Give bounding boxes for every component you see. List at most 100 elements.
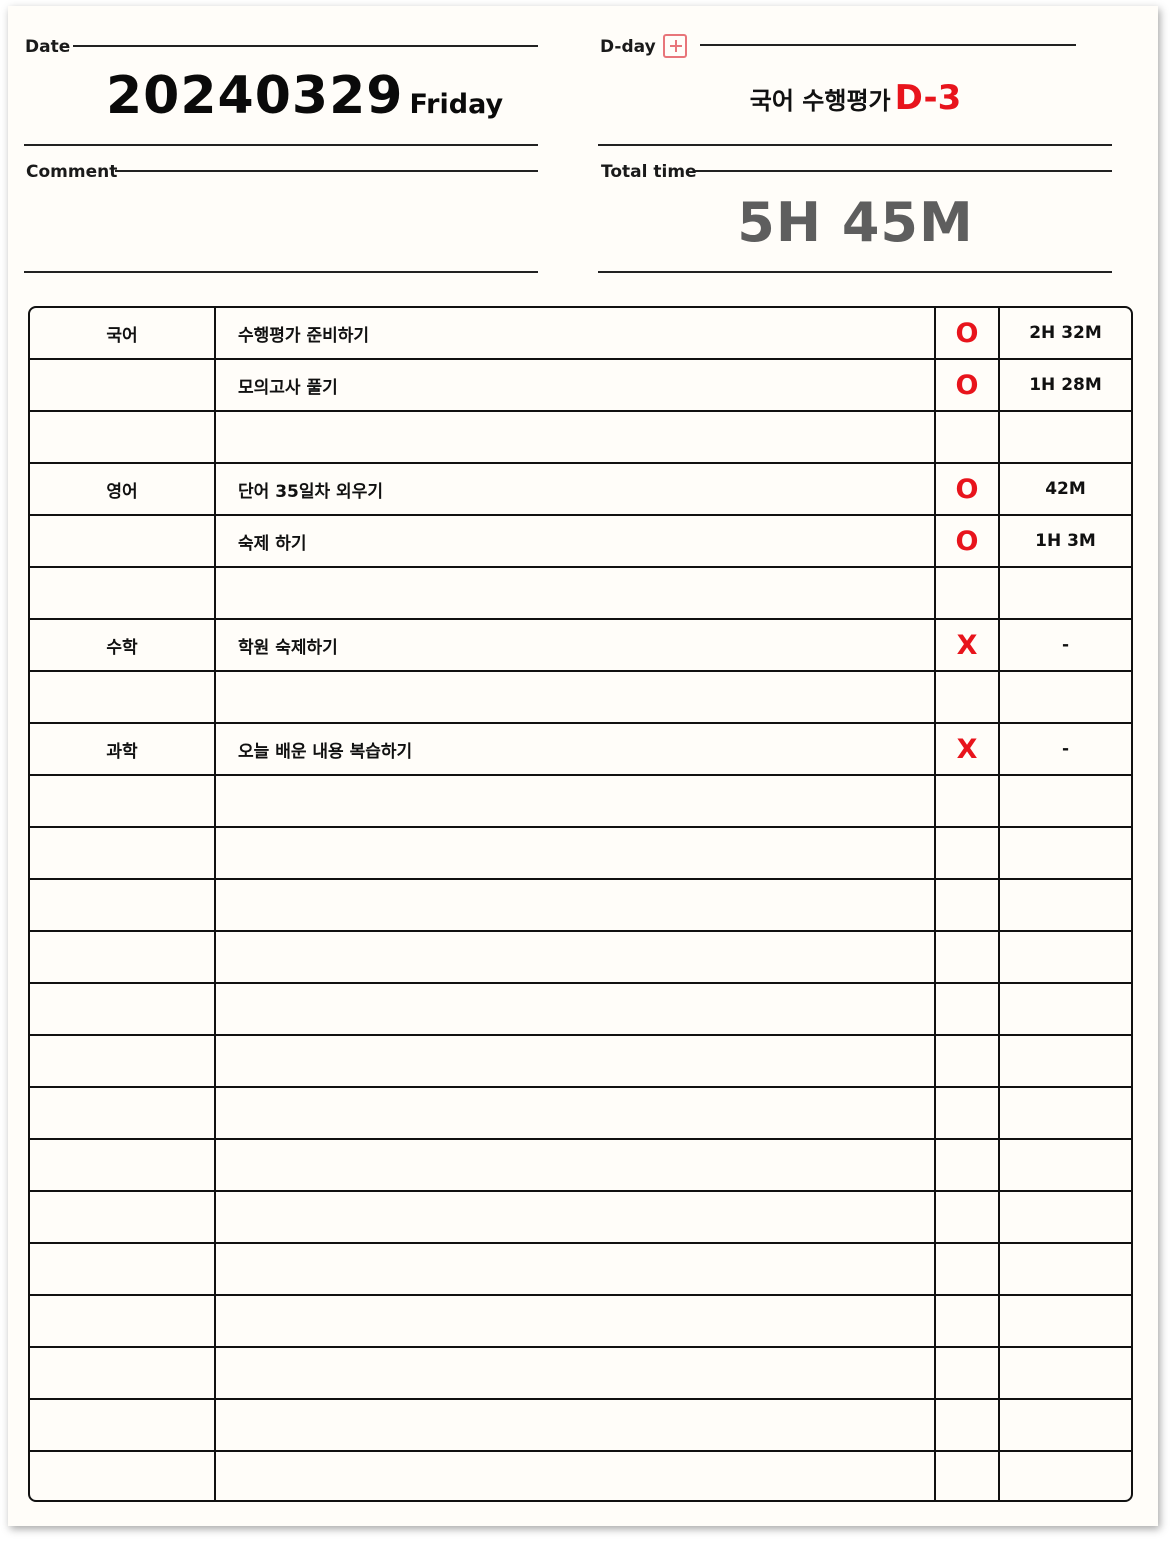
- task-cell[interactable]: 숙제 하기: [216, 516, 936, 566]
- task-cell[interactable]: [216, 932, 936, 982]
- time-cell[interactable]: [1000, 776, 1131, 826]
- check-cell[interactable]: [936, 1192, 1000, 1242]
- date-display[interactable]: 20240329 Friday: [106, 66, 503, 126]
- dday-display[interactable]: 국어 수행평가 D-3: [598, 78, 1113, 118]
- subject-cell[interactable]: [30, 932, 216, 982]
- check-cell[interactable]: O: [936, 464, 1000, 514]
- subject-cell[interactable]: [30, 828, 216, 878]
- task-cell[interactable]: [216, 984, 936, 1034]
- check-cell[interactable]: [936, 932, 1000, 982]
- subject-cell[interactable]: [30, 1036, 216, 1086]
- time-cell[interactable]: [1000, 1036, 1131, 1086]
- comment-label-rule: [115, 170, 538, 172]
- table-row: [30, 984, 1131, 1036]
- check-cell[interactable]: [936, 1036, 1000, 1086]
- check-cell[interactable]: [936, 1348, 1000, 1398]
- subject-cell[interactable]: [30, 1088, 216, 1138]
- subject-cell[interactable]: [30, 360, 216, 410]
- task-cell[interactable]: [216, 1036, 936, 1086]
- task-cell[interactable]: [216, 828, 936, 878]
- task-cell[interactable]: 오늘 배운 내용 복습하기: [216, 724, 936, 774]
- task-cell[interactable]: [216, 1400, 936, 1450]
- task-cell[interactable]: [216, 568, 936, 618]
- subject-cell[interactable]: [30, 1400, 216, 1450]
- check-cell[interactable]: [936, 412, 1000, 462]
- task-cell[interactable]: 수행평가 준비하기: [216, 308, 936, 358]
- check-cell[interactable]: [936, 1140, 1000, 1190]
- time-cell[interactable]: [1000, 412, 1131, 462]
- check-cell[interactable]: [936, 828, 1000, 878]
- check-cell[interactable]: O: [936, 516, 1000, 566]
- time-cell[interactable]: [1000, 1088, 1131, 1138]
- check-cell[interactable]: [936, 1400, 1000, 1450]
- task-cell[interactable]: [216, 1452, 936, 1500]
- time-cell[interactable]: [1000, 672, 1131, 722]
- task-cell[interactable]: [216, 672, 936, 722]
- subject-cell[interactable]: [30, 412, 216, 462]
- comment-label: Comment: [26, 162, 118, 182]
- check-cell[interactable]: [936, 568, 1000, 618]
- task-cell[interactable]: [216, 1088, 936, 1138]
- subject-cell[interactable]: [30, 1348, 216, 1398]
- comment-field[interactable]: [26, 186, 536, 266]
- task-cell[interactable]: [216, 412, 936, 462]
- time-cell[interactable]: [1000, 1400, 1131, 1450]
- time-cell[interactable]: [1000, 1348, 1131, 1398]
- time-cell[interactable]: [1000, 880, 1131, 930]
- time-cell[interactable]: [1000, 932, 1131, 982]
- subject-cell[interactable]: [30, 880, 216, 930]
- subject-cell[interactable]: 과학: [30, 724, 216, 774]
- subject-cell[interactable]: [30, 776, 216, 826]
- check-cell[interactable]: O: [936, 308, 1000, 358]
- subject-cell[interactable]: 국어: [30, 308, 216, 358]
- task-cell[interactable]: [216, 880, 936, 930]
- task-cell[interactable]: [216, 1192, 936, 1242]
- check-cell[interactable]: [936, 984, 1000, 1034]
- subject-cell[interactable]: 수학: [30, 620, 216, 670]
- subject-cell[interactable]: [30, 672, 216, 722]
- time-cell[interactable]: [1000, 1452, 1131, 1500]
- check-cell[interactable]: O: [936, 360, 1000, 410]
- time-cell[interactable]: 1H 28M: [1029, 375, 1102, 395]
- subject-cell[interactable]: [30, 568, 216, 618]
- check-cell[interactable]: X: [936, 620, 1000, 670]
- time-cell[interactable]: [1000, 984, 1131, 1034]
- check-cell[interactable]: [936, 1452, 1000, 1500]
- time-cell[interactable]: 2H 32M: [1029, 323, 1102, 343]
- task-cell[interactable]: [216, 1348, 936, 1398]
- time-cell[interactable]: -: [1061, 739, 1070, 759]
- time-cell[interactable]: [1000, 1296, 1131, 1346]
- check-cell[interactable]: [936, 1296, 1000, 1346]
- time-cell[interactable]: [1000, 1244, 1131, 1294]
- subject-cell[interactable]: [30, 1192, 216, 1242]
- check-cell[interactable]: [936, 672, 1000, 722]
- time-cell[interactable]: -: [1061, 635, 1070, 655]
- task-cell[interactable]: 단어 35일차 외우기: [216, 464, 936, 514]
- time-cell[interactable]: [1000, 568, 1131, 618]
- check-cell[interactable]: [936, 1088, 1000, 1138]
- subject-cell[interactable]: [30, 1140, 216, 1190]
- task-cell[interactable]: [216, 1140, 936, 1190]
- time-cell[interactable]: [1000, 1192, 1131, 1242]
- check-cell[interactable]: X: [936, 724, 1000, 774]
- subject-cell[interactable]: [30, 984, 216, 1034]
- time-cell[interactable]: [1000, 828, 1131, 878]
- subject-cell[interactable]: [30, 1296, 216, 1346]
- time-cell[interactable]: 42M: [1045, 479, 1086, 499]
- subject-cell[interactable]: 영어: [30, 464, 216, 514]
- check-cell[interactable]: [936, 776, 1000, 826]
- task-cell[interactable]: [216, 1296, 936, 1346]
- time-cell[interactable]: 1H 3M: [1035, 531, 1096, 551]
- task-cell[interactable]: 학원 숙제하기: [216, 620, 936, 670]
- check-cell[interactable]: [936, 880, 1000, 930]
- check-cell[interactable]: [936, 1244, 1000, 1294]
- task-cell[interactable]: [216, 1244, 936, 1294]
- time-cell[interactable]: [1000, 1140, 1131, 1190]
- add-dday-plus-icon[interactable]: [663, 34, 687, 58]
- subject-cell[interactable]: [30, 1244, 216, 1294]
- task-cell[interactable]: 모의고사 풀기: [216, 360, 936, 410]
- table-row: 숙제 하기 O 1H 3M: [30, 516, 1131, 568]
- task-cell[interactable]: [216, 776, 936, 826]
- subject-cell[interactable]: [30, 516, 216, 566]
- subject-cell[interactable]: [30, 1452, 216, 1500]
